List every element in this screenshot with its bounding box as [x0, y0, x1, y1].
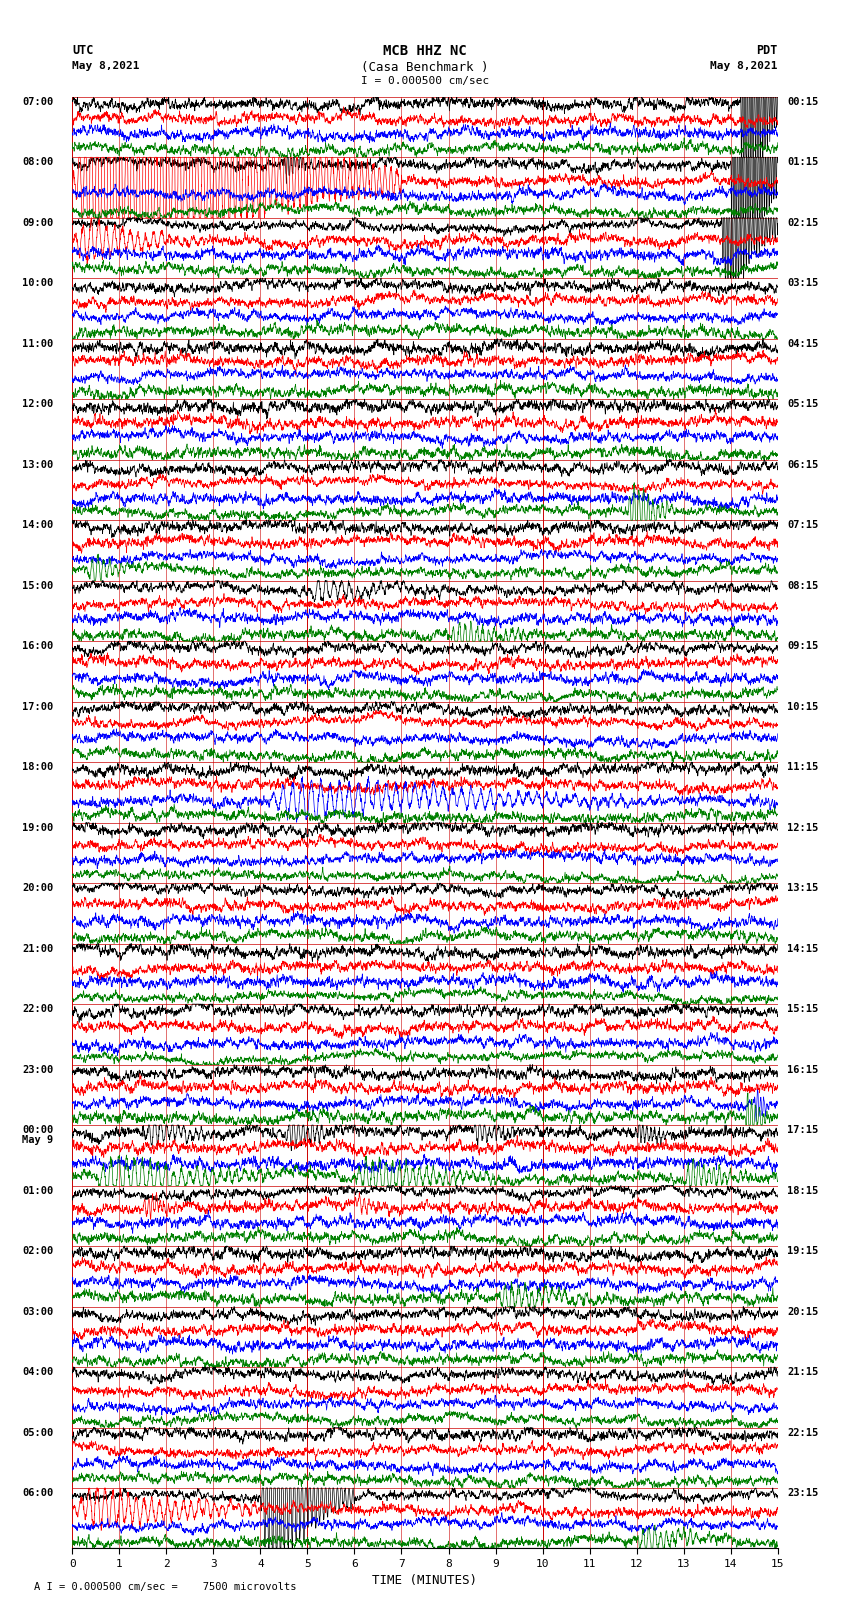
Text: 06:15: 06:15 — [787, 460, 819, 469]
Text: 23:15: 23:15 — [787, 1487, 819, 1498]
Text: 14:00: 14:00 — [22, 521, 54, 531]
Text: 14:15: 14:15 — [787, 944, 819, 953]
Text: 12:00: 12:00 — [22, 400, 54, 410]
Text: 05:00: 05:00 — [22, 1428, 54, 1437]
Text: 21:00: 21:00 — [22, 944, 54, 953]
Text: 19:15: 19:15 — [787, 1245, 819, 1257]
Text: 15:00: 15:00 — [22, 581, 54, 590]
Text: 02:00: 02:00 — [22, 1245, 54, 1257]
Text: 05:15: 05:15 — [787, 400, 819, 410]
Text: UTC: UTC — [72, 44, 94, 56]
Text: May 8,2021: May 8,2021 — [72, 61, 139, 71]
Text: 13:15: 13:15 — [787, 884, 819, 894]
Text: May 9: May 9 — [22, 1136, 54, 1145]
Text: (Casa Benchmark ): (Casa Benchmark ) — [361, 61, 489, 74]
Text: MCB HHZ NC: MCB HHZ NC — [383, 44, 467, 58]
Text: 04:15: 04:15 — [787, 339, 819, 348]
Text: 00:15: 00:15 — [787, 97, 819, 106]
Text: 03:00: 03:00 — [22, 1307, 54, 1316]
Text: 11:00: 11:00 — [22, 339, 54, 348]
Text: PDT: PDT — [756, 44, 778, 56]
Text: 23:00: 23:00 — [22, 1065, 54, 1074]
Text: 19:00: 19:00 — [22, 823, 54, 832]
Text: 00:00: 00:00 — [22, 1126, 54, 1136]
Text: A I = 0.000500 cm/sec =    7500 microvolts: A I = 0.000500 cm/sec = 7500 microvolts — [34, 1582, 297, 1592]
Text: 18:15: 18:15 — [787, 1186, 819, 1195]
Text: 07:00: 07:00 — [22, 97, 54, 106]
Text: 07:15: 07:15 — [787, 521, 819, 531]
Text: I = 0.000500 cm/sec: I = 0.000500 cm/sec — [361, 76, 489, 85]
Text: 16:15: 16:15 — [787, 1065, 819, 1074]
Text: 13:00: 13:00 — [22, 460, 54, 469]
Text: 09:00: 09:00 — [22, 218, 54, 227]
Text: 02:15: 02:15 — [787, 218, 819, 227]
Text: 06:00: 06:00 — [22, 1487, 54, 1498]
X-axis label: TIME (MINUTES): TIME (MINUTES) — [372, 1574, 478, 1587]
Text: 15:15: 15:15 — [787, 1003, 819, 1015]
Text: 22:15: 22:15 — [787, 1428, 819, 1437]
Text: 08:00: 08:00 — [22, 158, 54, 168]
Text: 10:15: 10:15 — [787, 702, 819, 711]
Text: 18:00: 18:00 — [22, 763, 54, 773]
Text: 20:15: 20:15 — [787, 1307, 819, 1316]
Text: 17:00: 17:00 — [22, 702, 54, 711]
Text: 12:15: 12:15 — [787, 823, 819, 832]
Text: 10:00: 10:00 — [22, 279, 54, 289]
Text: May 8,2021: May 8,2021 — [711, 61, 778, 71]
Text: 11:15: 11:15 — [787, 763, 819, 773]
Text: 08:15: 08:15 — [787, 581, 819, 590]
Text: 01:00: 01:00 — [22, 1186, 54, 1195]
Text: 04:00: 04:00 — [22, 1368, 54, 1378]
Text: 17:15: 17:15 — [787, 1126, 819, 1136]
Text: 20:00: 20:00 — [22, 884, 54, 894]
Text: 01:15: 01:15 — [787, 158, 819, 168]
Text: 09:15: 09:15 — [787, 642, 819, 652]
Text: 22:00: 22:00 — [22, 1003, 54, 1015]
Text: 16:00: 16:00 — [22, 642, 54, 652]
Text: 21:15: 21:15 — [787, 1368, 819, 1378]
Text: 03:15: 03:15 — [787, 279, 819, 289]
